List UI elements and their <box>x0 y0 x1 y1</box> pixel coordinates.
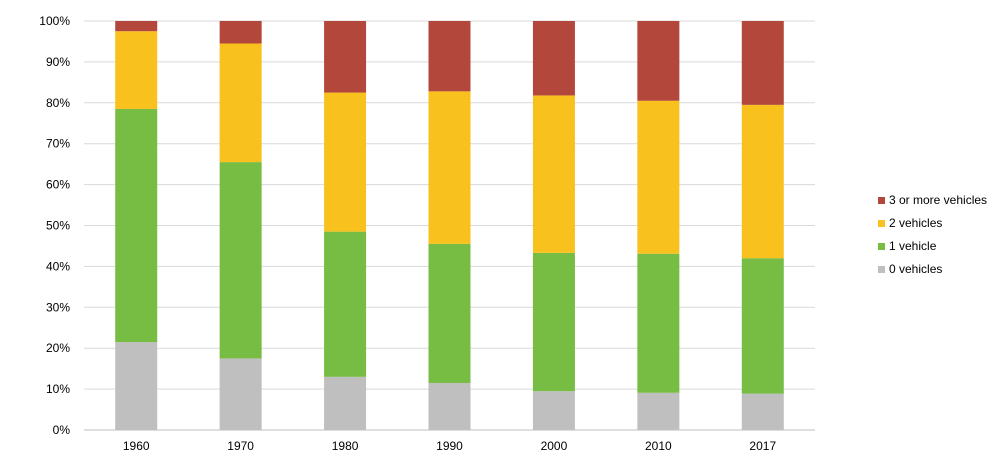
y-tick-label: 10% <box>46 382 70 396</box>
bar-segment-1-vehicle <box>532 252 575 392</box>
bar-segment-2-vehicles <box>428 91 471 244</box>
bar-segment-0-vehicles <box>219 358 262 430</box>
y-tick-label: 50% <box>46 219 70 233</box>
legend: 3 or more vehicles 2 vehicles 1 vehicle 0 v… <box>878 193 987 276</box>
x-tick-label: 1960 <box>123 439 150 453</box>
x-tick-label: 2010 <box>645 439 672 453</box>
bar-segment-1-vehicle <box>115 108 158 343</box>
y-tick-label: 60% <box>46 178 70 192</box>
bar-segment-0-vehicles <box>637 392 680 430</box>
bar-segment-2-vehicles <box>219 43 262 163</box>
y-tick-label: 90% <box>46 55 70 69</box>
bar-segment-1-vehicle <box>637 253 680 393</box>
bar-segment-1-vehicle <box>428 243 471 383</box>
bar-segment-0-vehicles <box>532 391 575 430</box>
legend-swatch <box>878 243 885 250</box>
legend-label: 0 vehicles <box>889 262 942 276</box>
legend-swatch <box>878 197 885 204</box>
y-tick-label: 70% <box>46 137 70 151</box>
bar-segment-3-or-more-vehicles <box>219 21 262 44</box>
bar-segment-0-vehicles <box>324 376 367 430</box>
bar-segment-0-vehicles <box>428 382 471 430</box>
bar-segment-1-vehicle <box>219 162 262 359</box>
bar-segment-1-vehicle <box>741 258 784 394</box>
x-tick-label: 1980 <box>332 439 359 453</box>
bars <box>115 21 784 430</box>
y-tick-label: 0% <box>53 423 71 437</box>
bar-segment-2-vehicles <box>741 104 784 259</box>
y-tick-label: 30% <box>46 300 70 314</box>
bar-segment-3-or-more-vehicles <box>324 21 367 93</box>
legend-swatch <box>878 220 885 227</box>
bar-segment-0-vehicles <box>741 393 784 430</box>
bar-segment-3-or-more-vehicles <box>637 21 680 101</box>
legend-label: 3 or more vehicles <box>889 193 987 207</box>
y-tick-label: 80% <box>46 96 70 110</box>
bar-segment-3-or-more-vehicles <box>741 21 784 105</box>
legend-label: 1 vehicle <box>889 239 937 253</box>
bar-segment-2-vehicles <box>324 92 367 232</box>
bar-segment-2-vehicles <box>115 31 158 109</box>
legend-swatch <box>878 266 885 273</box>
x-tick-label: 2017 <box>749 439 776 453</box>
bar-segment-3-or-more-vehicles <box>115 21 158 32</box>
bar-segment-0-vehicles <box>115 342 158 430</box>
legend-label: 2 vehicles <box>889 216 942 230</box>
bar-segment-1-vehicle <box>324 231 367 377</box>
y-tick-label: 20% <box>46 341 70 355</box>
bar-segment-3-or-more-vehicles <box>428 21 471 92</box>
x-tick-label: 2000 <box>541 439 568 453</box>
bar-segment-2-vehicles <box>637 100 680 254</box>
x-tick-label: 1990 <box>436 439 463 453</box>
y-tick-label: 100% <box>39 14 70 28</box>
bar-segment-2-vehicles <box>532 95 575 253</box>
x-tick-label: 1970 <box>227 439 254 453</box>
bar-segment-3-or-more-vehicles <box>532 21 575 96</box>
axes: 0% 10% 20% 30% 40% 50% 60% 70% 80% 90% 100% 1960 197… <box>39 14 815 453</box>
y-tick-label: 40% <box>46 259 70 273</box>
